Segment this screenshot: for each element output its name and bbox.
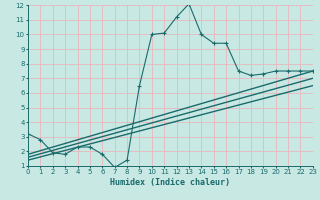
X-axis label: Humidex (Indice chaleur): Humidex (Indice chaleur) bbox=[110, 178, 230, 187]
